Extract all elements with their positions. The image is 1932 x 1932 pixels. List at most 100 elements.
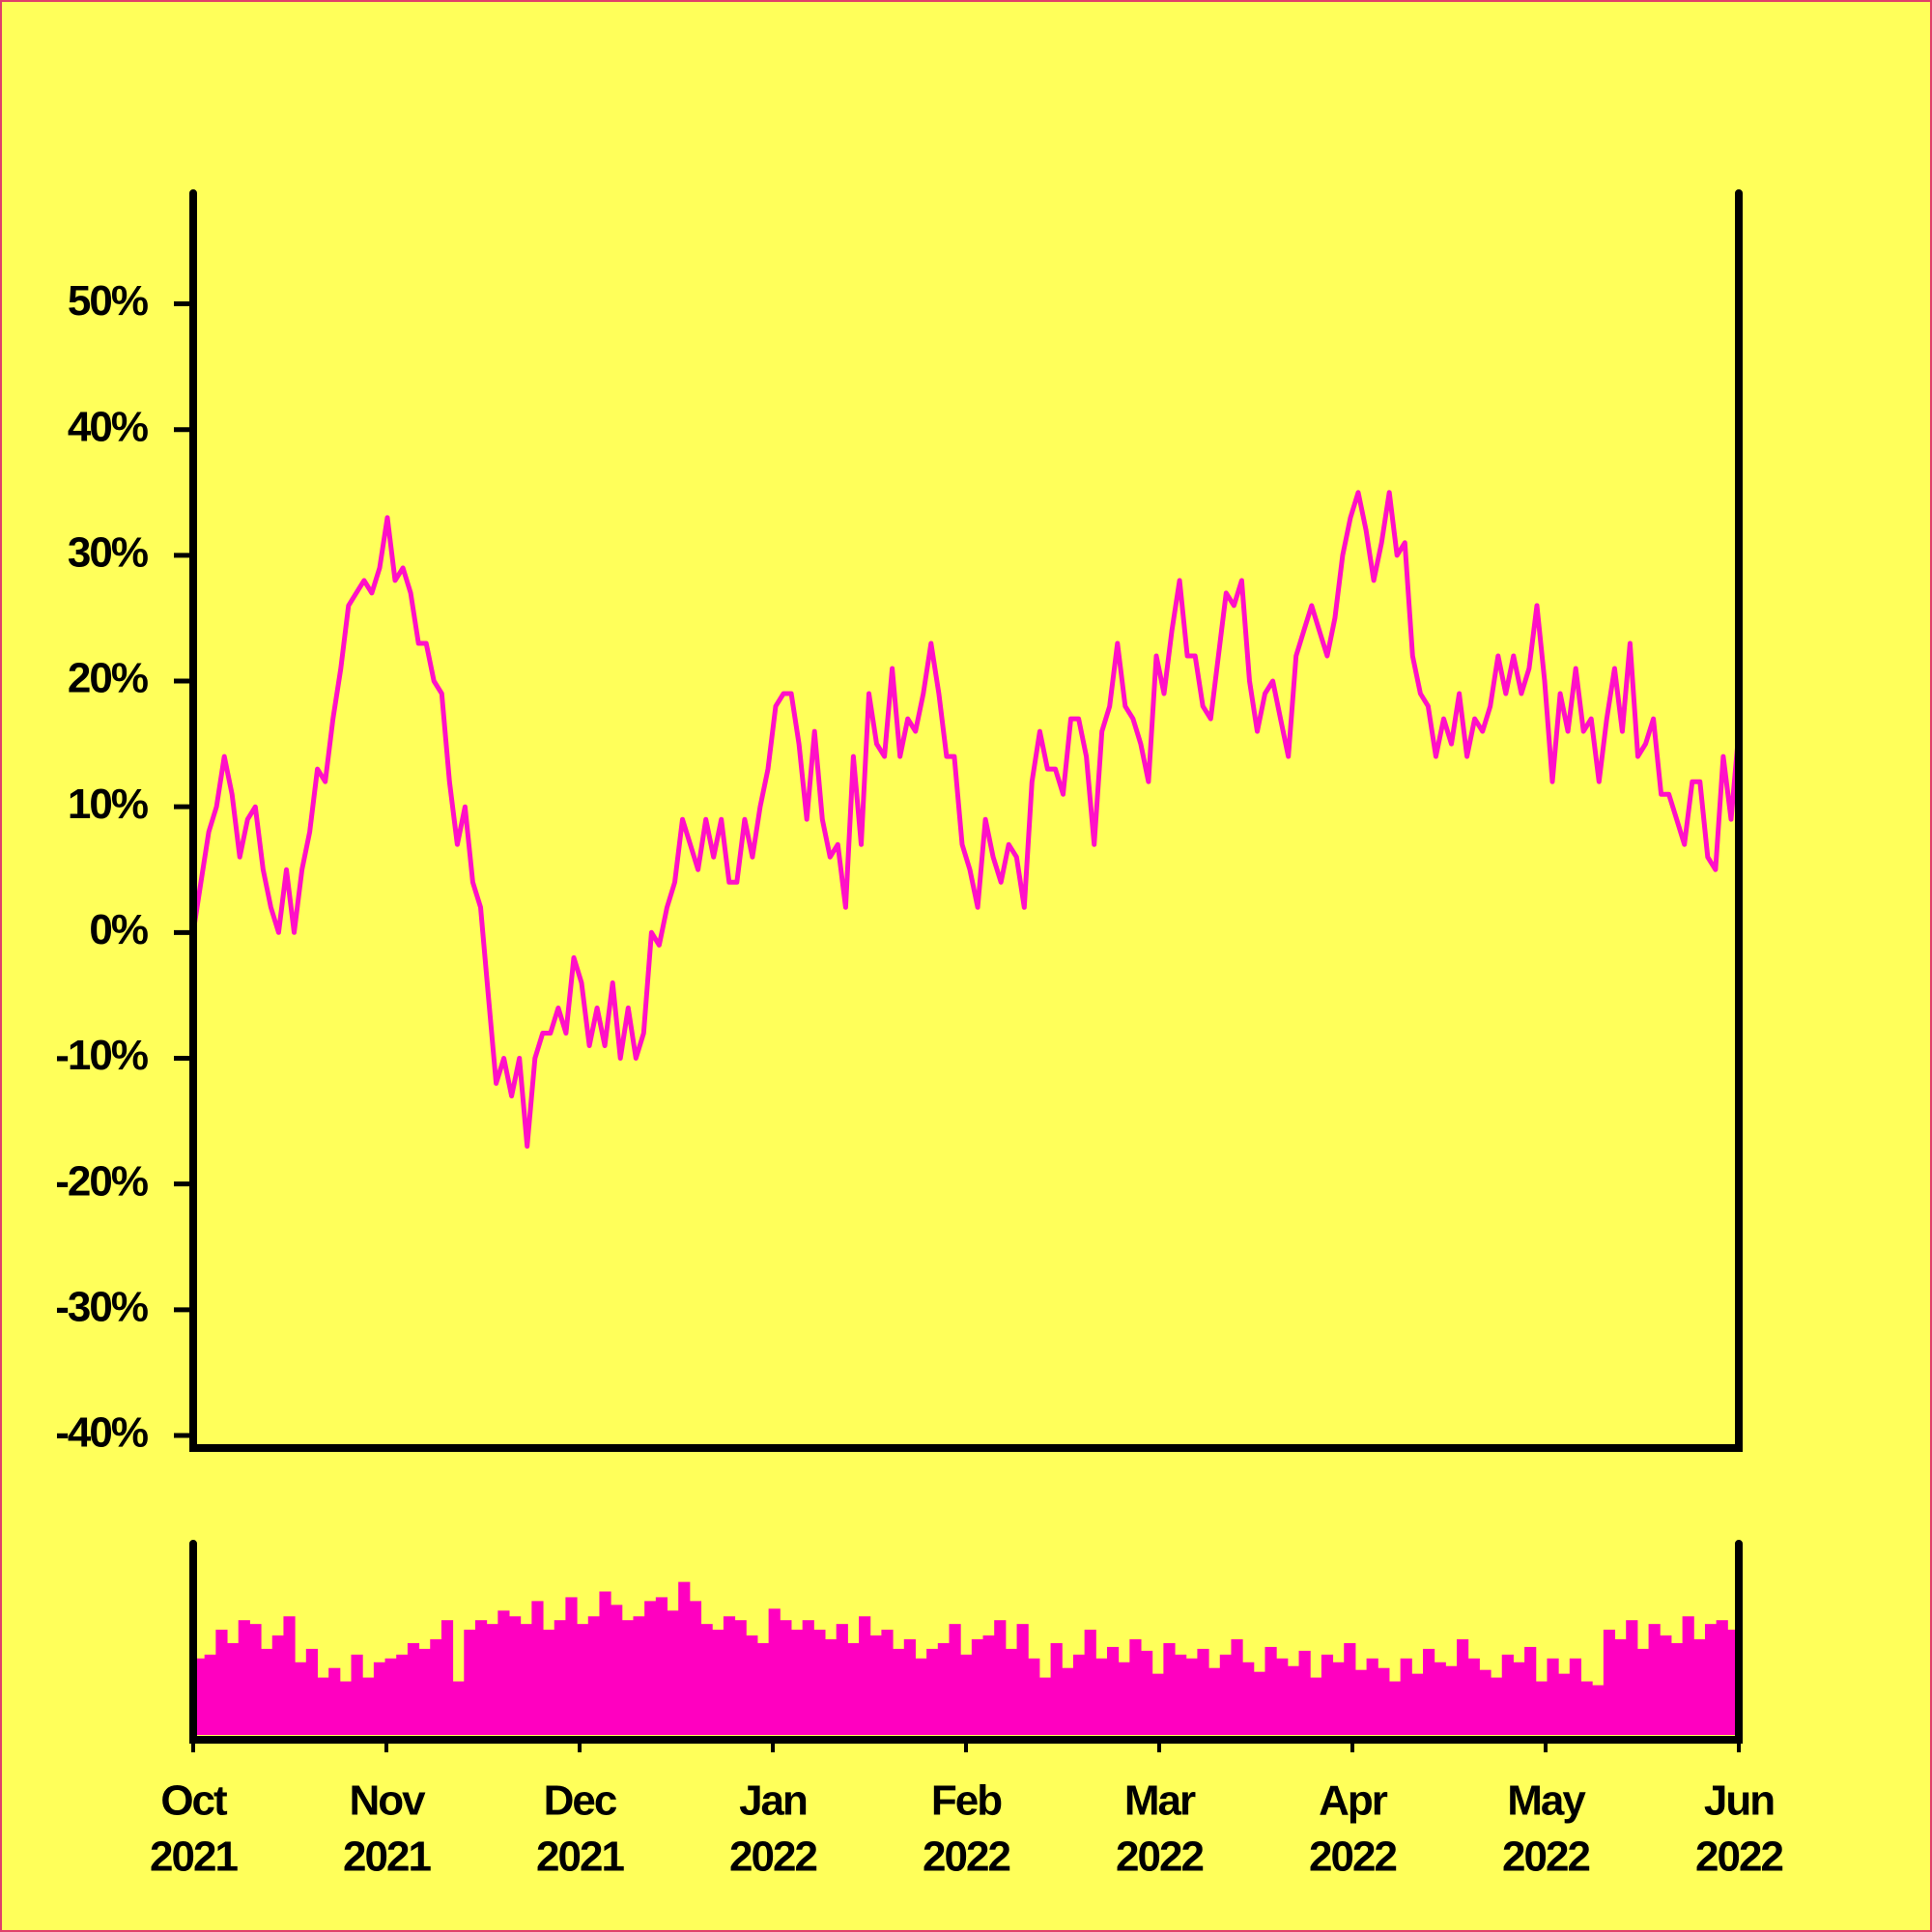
volume-bar — [903, 1639, 916, 1735]
volume-bar — [295, 1662, 307, 1735]
volume-bar — [655, 1597, 668, 1735]
volume-bar — [430, 1639, 442, 1735]
volume-bar — [418, 1648, 431, 1735]
volume-bar — [577, 1624, 589, 1735]
volume-bar — [474, 1620, 488, 1735]
volume-bar — [486, 1624, 498, 1735]
volume-bar — [790, 1630, 804, 1735]
x-tick-label: 2022 — [1116, 1833, 1203, 1881]
volume-bar — [373, 1662, 386, 1735]
volume-bar — [271, 1635, 284, 1735]
volume-bar — [1163, 1642, 1176, 1735]
x-tick-label: May — [1507, 1777, 1586, 1825]
x-tick-label: 2021 — [150, 1833, 238, 1881]
volume-bar — [1141, 1650, 1153, 1735]
volume-bar — [1378, 1667, 1390, 1735]
volume-bar — [859, 1616, 871, 1735]
volume-bar — [1636, 1648, 1650, 1735]
x-tick-label: 2022 — [1309, 1833, 1396, 1881]
volume-bar — [1670, 1642, 1684, 1735]
x-tick-label: Feb — [931, 1777, 1002, 1825]
volume-bar — [464, 1630, 476, 1735]
volume-bar — [1580, 1681, 1593, 1735]
volume-bar — [1095, 1658, 1108, 1735]
volume-bar — [1208, 1667, 1221, 1735]
volume-bar — [1354, 1669, 1368, 1735]
volume-bar — [1614, 1639, 1627, 1735]
volume-bar — [1467, 1658, 1480, 1735]
volume-bar — [328, 1667, 341, 1735]
volume-bar — [869, 1635, 882, 1735]
x-tick-label: Apr — [1319, 1777, 1388, 1825]
volume-bar — [599, 1591, 611, 1735]
volume-bar — [1118, 1662, 1130, 1735]
volume-bar — [204, 1654, 216, 1735]
volume-bar — [700, 1624, 713, 1735]
volume-bar — [768, 1608, 781, 1735]
volume-bar — [1524, 1646, 1537, 1735]
volume-bar — [1445, 1665, 1458, 1735]
volume-bar — [497, 1610, 510, 1735]
x-tick-label: Mar — [1124, 1777, 1196, 1825]
volume-bar — [633, 1616, 645, 1735]
volume-bar — [825, 1639, 838, 1735]
volume-bar — [215, 1630, 228, 1735]
x-tick-label: 2022 — [1502, 1833, 1589, 1881]
volume-bar — [1547, 1658, 1559, 1735]
y-tick-label: 10% — [68, 781, 148, 828]
volume-bar — [667, 1610, 679, 1735]
volume-bar — [723, 1616, 736, 1735]
volume-bar — [1151, 1673, 1164, 1735]
volume-bar — [813, 1630, 826, 1735]
volume-bar — [893, 1648, 905, 1735]
x-tick-label: Jun — [1704, 1777, 1774, 1825]
volume-bar — [1321, 1654, 1334, 1735]
x-tick-label: 2021 — [536, 1833, 624, 1881]
volume-bar — [1062, 1667, 1074, 1735]
volume-bar — [926, 1648, 939, 1735]
volume-bar — [915, 1658, 927, 1735]
volume-frame — [189, 1540, 1743, 1744]
volume-bar — [1219, 1654, 1232, 1735]
volume-bar — [1569, 1658, 1581, 1735]
line-series — [190, 490, 1742, 1150]
volume-bar — [689, 1601, 702, 1735]
y-tick-label: 40% — [68, 403, 148, 450]
x-tick-label: Nov — [349, 1777, 426, 1825]
volume-bar — [1491, 1677, 1503, 1735]
volume-bar — [351, 1654, 363, 1735]
volume-bar — [1535, 1681, 1548, 1735]
volume-bar — [982, 1635, 995, 1735]
y-tick-label: 0% — [89, 906, 147, 953]
volume-bar — [1197, 1648, 1209, 1735]
volume-bar — [1242, 1662, 1255, 1735]
volume-bar — [1028, 1658, 1040, 1735]
volume-bar — [238, 1620, 250, 1735]
volume-bar — [1264, 1646, 1277, 1735]
volume-bar — [1626, 1620, 1638, 1735]
volume-bar — [960, 1654, 973, 1735]
volume-bar — [1682, 1616, 1694, 1735]
volume-bar — [1298, 1650, 1311, 1735]
volume-bar — [543, 1630, 555, 1735]
volume-bar — [1422, 1648, 1435, 1735]
volume-bar — [1253, 1671, 1265, 1735]
volume-bar — [1185, 1658, 1198, 1735]
volume-bar — [531, 1601, 544, 1735]
volume-bar — [847, 1642, 860, 1735]
volume-bar — [1310, 1677, 1322, 1735]
volume-bar — [611, 1605, 623, 1735]
volume-bar — [440, 1620, 454, 1735]
volume-bar — [802, 1620, 814, 1735]
axis-frame — [189, 189, 1743, 1452]
volume-bar — [249, 1624, 262, 1735]
x-tick-label: Dec — [544, 1777, 617, 1825]
y-tick-label: 20% — [68, 655, 148, 702]
volume-bar — [1072, 1654, 1086, 1735]
volume-bar — [836, 1624, 848, 1735]
volume-bar — [949, 1624, 961, 1735]
volume-bar — [1660, 1635, 1672, 1735]
volume-bar — [994, 1620, 1007, 1735]
volume-bar — [1388, 1681, 1402, 1735]
